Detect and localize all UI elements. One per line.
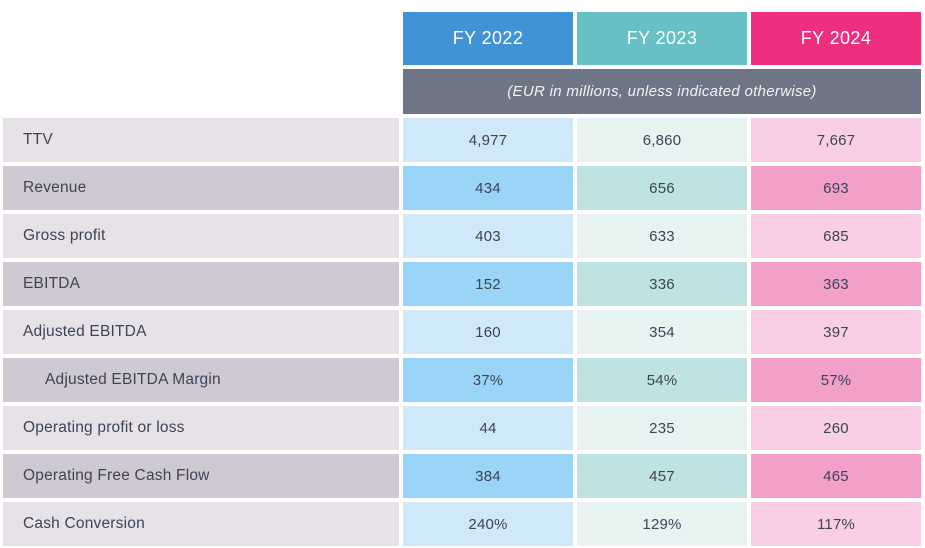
financial-kpi-table: FY 2022 FY 2023 FY 2024 (EUR in millions… (3, 12, 921, 546)
row-label-cash-conversion: Cash Conversion (3, 502, 399, 546)
cell-ebitda-fy2022: 152 (403, 262, 573, 306)
cell-cash-conversion-fy2024: 117% (751, 502, 921, 546)
cell-adjusted-ebitda-fy2024: 397 (751, 310, 921, 354)
units-band-spacer (3, 69, 399, 114)
cell-ttv-fy2022: 4,977 (403, 118, 573, 162)
column-header-fy2022: FY 2022 (403, 12, 573, 65)
cell-cash-conversion-fy2023: 129% (577, 502, 747, 546)
column-header-fy2024: FY 2024 (751, 12, 921, 65)
row-label-adjusted-ebitda-margin: Adjusted EBITDA Margin (3, 358, 399, 402)
cell-ebitda-fy2023: 336 (577, 262, 747, 306)
cell-operating-profit-fy2024: 260 (751, 406, 921, 450)
cell-ttv-fy2023: 6,860 (577, 118, 747, 162)
row-label-ebitda: EBITDA (3, 262, 399, 306)
cell-revenue-fy2023: 656 (577, 166, 747, 210)
cell-ebitda-fy2024: 363 (751, 262, 921, 306)
cell-adjusted-ebitda-fy2022: 160 (403, 310, 573, 354)
row-label-ttv: TTV (3, 118, 399, 162)
cell-gross-profit-fy2022: 403 (403, 214, 573, 258)
units-note: (EUR in millions, unless indicated other… (403, 69, 921, 114)
row-label-operating-profit: Operating profit or loss (3, 406, 399, 450)
cell-operating-profit-fy2023: 235 (577, 406, 747, 450)
cell-ttv-fy2024: 7,667 (751, 118, 921, 162)
cell-operating-free-cash-flow-fy2024: 465 (751, 454, 921, 498)
cell-adjusted-ebitda-margin-fy2023: 54% (577, 358, 747, 402)
cell-revenue-fy2024: 693 (751, 166, 921, 210)
cell-gross-profit-fy2023: 633 (577, 214, 747, 258)
cell-adjusted-ebitda-fy2023: 354 (577, 310, 747, 354)
cell-revenue-fy2022: 434 (403, 166, 573, 210)
cell-operating-free-cash-flow-fy2023: 457 (577, 454, 747, 498)
row-label-revenue: Revenue (3, 166, 399, 210)
column-header-fy2023: FY 2023 (577, 12, 747, 65)
row-label-operating-free-cash-flow: Operating Free Cash Flow (3, 454, 399, 498)
row-label-adjusted-ebitda: Adjusted EBITDA (3, 310, 399, 354)
cell-adjusted-ebitda-margin-fy2024: 57% (751, 358, 921, 402)
cell-operating-profit-fy2022: 44 (403, 406, 573, 450)
row-label-gross-profit: Gross profit (3, 214, 399, 258)
corner-spacer (3, 12, 399, 65)
cell-adjusted-ebitda-margin-fy2022: 37% (403, 358, 573, 402)
cell-cash-conversion-fy2022: 240% (403, 502, 573, 546)
cell-operating-free-cash-flow-fy2022: 384 (403, 454, 573, 498)
cell-gross-profit-fy2024: 685 (751, 214, 921, 258)
